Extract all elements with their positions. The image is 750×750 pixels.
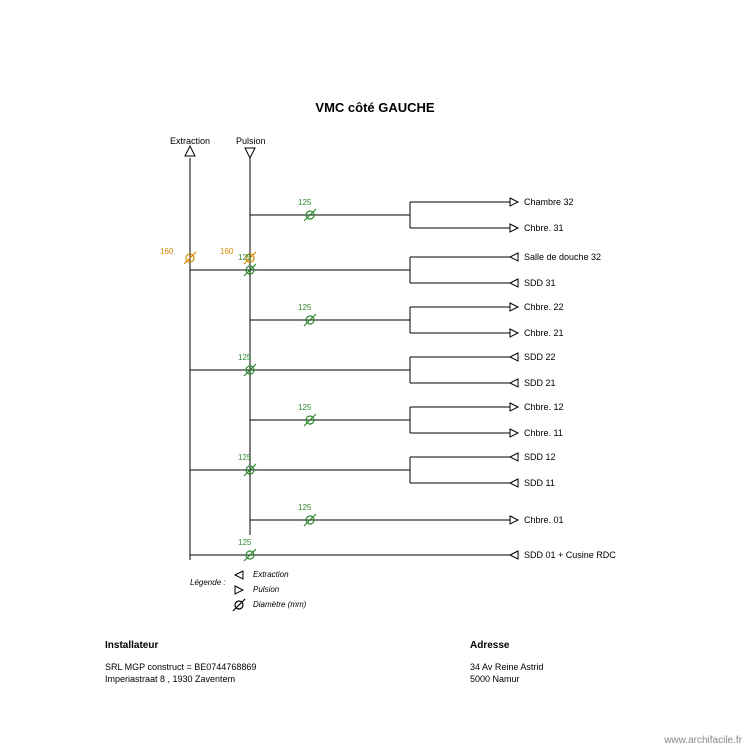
diagram-text: 125 bbox=[238, 353, 251, 362]
installer-line2: Imperiastraat 8 , 1930 Zaventem bbox=[105, 674, 235, 684]
diagram-text: Chbre. 22 bbox=[524, 302, 564, 312]
diagram-text: Chbre. 21 bbox=[524, 328, 564, 338]
diagram-text: 125 bbox=[238, 253, 251, 262]
diagram-text: 125 bbox=[298, 303, 311, 312]
diagram-text: Chbre. 01 bbox=[524, 515, 564, 525]
diagram-canvas: { "title": "VMC côté GAUCHE", "columns":… bbox=[0, 0, 750, 750]
diagram-svg bbox=[0, 0, 750, 750]
diagram-text: 125 bbox=[298, 403, 311, 412]
diagram-text: 125 bbox=[298, 503, 311, 512]
legend-item: Extraction bbox=[253, 570, 289, 579]
diagram-text: Chambre 32 bbox=[524, 197, 574, 207]
legend-item: Diamètre (mm) bbox=[253, 600, 306, 609]
legend-title: Légende : bbox=[190, 578, 226, 587]
watermark: www.archifacile.fr bbox=[664, 735, 742, 746]
diagram-text: 160 bbox=[220, 247, 233, 256]
address-line1: 34 Av Reine Astrid bbox=[470, 662, 543, 672]
legend-item: Pulsion bbox=[253, 585, 279, 594]
diagram-text: SDD 22 bbox=[524, 352, 556, 362]
diagram-text: Chbre. 11 bbox=[524, 428, 563, 438]
diagram-text: Chbre. 31 bbox=[524, 223, 564, 233]
column-label-pulsion: Pulsion bbox=[236, 136, 266, 146]
installer-title: Installateur bbox=[105, 640, 158, 651]
diagram-text: Chbre. 12 bbox=[524, 402, 564, 412]
diagram-text: 125 bbox=[238, 453, 251, 462]
installer-line1: SRL MGP construct = BE0744768869 bbox=[105, 662, 256, 672]
diagram-text: 125 bbox=[238, 538, 251, 547]
diagram-text: SDD 11 bbox=[524, 478, 555, 488]
diagram-text: SDD 12 bbox=[524, 452, 556, 462]
column-label-extraction: Extraction bbox=[170, 136, 210, 146]
address-line2: 5000 Namur bbox=[470, 674, 520, 684]
diagram-text: SDD 31 bbox=[524, 278, 556, 288]
diagram-text: SDD 21 bbox=[524, 378, 556, 388]
diagram-text: Salle de douche 32 bbox=[524, 252, 601, 262]
diagram-text: 125 bbox=[298, 198, 311, 207]
diagram-text: SDD 01 + Cusine RDC bbox=[524, 550, 616, 560]
address-title: Adresse bbox=[470, 640, 509, 651]
diagram-text: 160 bbox=[160, 247, 173, 256]
